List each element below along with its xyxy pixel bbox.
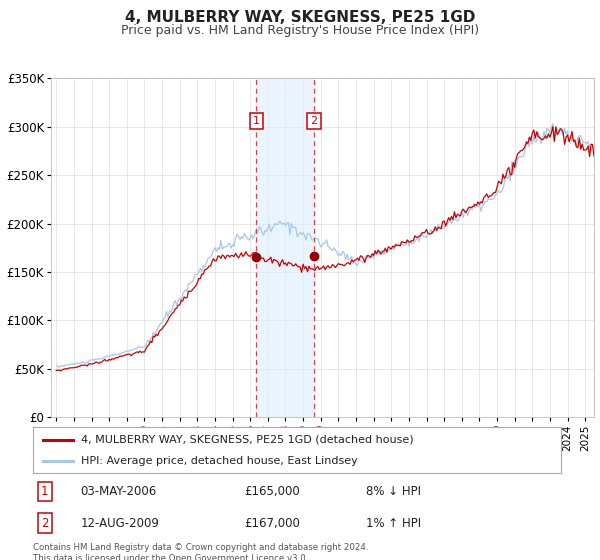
Text: 2: 2: [310, 116, 317, 126]
Text: 1: 1: [41, 485, 49, 498]
Text: Price paid vs. HM Land Registry's House Price Index (HPI): Price paid vs. HM Land Registry's House …: [121, 24, 479, 36]
Text: Contains HM Land Registry data © Crown copyright and database right 2024.
This d: Contains HM Land Registry data © Crown c…: [33, 543, 368, 560]
Text: 8% ↓ HPI: 8% ↓ HPI: [365, 485, 421, 498]
Text: 1: 1: [253, 116, 260, 126]
Text: 4, MULBERRY WAY, SKEGNESS, PE25 1GD (detached house): 4, MULBERRY WAY, SKEGNESS, PE25 1GD (det…: [80, 435, 413, 445]
Text: 1% ↑ HPI: 1% ↑ HPI: [365, 516, 421, 530]
Text: 4, MULBERRY WAY, SKEGNESS, PE25 1GD: 4, MULBERRY WAY, SKEGNESS, PE25 1GD: [125, 10, 475, 25]
Text: £165,000: £165,000: [244, 485, 300, 498]
Text: 2: 2: [41, 516, 49, 530]
Text: 12-AUG-2009: 12-AUG-2009: [80, 516, 160, 530]
Text: £167,000: £167,000: [244, 516, 300, 530]
Bar: [256, 78, 314, 417]
Text: HPI: Average price, detached house, East Lindsey: HPI: Average price, detached house, East…: [80, 456, 357, 466]
Text: 03-MAY-2006: 03-MAY-2006: [80, 485, 157, 498]
